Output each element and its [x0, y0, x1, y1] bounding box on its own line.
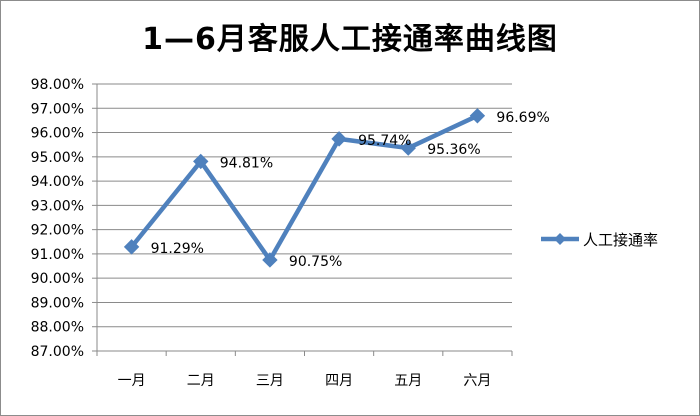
- axes: [92, 83, 513, 356]
- data-label: 94.81%: [220, 155, 273, 171]
- y-tick-label: 98.00%: [31, 77, 84, 93]
- series-line: [123, 108, 486, 268]
- y-tick-label: 93.00%: [31, 198, 84, 214]
- x-tick-label: 一月: [118, 373, 146, 389]
- data-point-marker: [331, 131, 347, 147]
- series-line-path: [129, 113, 480, 263]
- data-point-marker: [400, 140, 416, 156]
- data-label: 90.75%: [289, 254, 342, 270]
- x-tick-label: 四月: [325, 373, 353, 389]
- legend: 人工接通率: [541, 231, 658, 249]
- data-point-marker: [193, 153, 209, 170]
- y-tick-label: 89.00%: [31, 295, 84, 311]
- y-tick-label: 97.00%: [31, 101, 84, 117]
- x-tick-label: 二月: [187, 373, 215, 389]
- data-label: 95.36%: [427, 142, 480, 158]
- x-tick-label: 五月: [394, 373, 422, 389]
- data-point-marker: [469, 108, 486, 124]
- chart-title: 1—6月客服人工接通率曲线图: [142, 22, 558, 57]
- x-tick-label: 三月: [256, 373, 284, 389]
- y-tick-label: 90.00%: [31, 271, 84, 287]
- legend-label: 人工接通率: [583, 231, 658, 249]
- x-tick-label: 六月: [463, 373, 491, 389]
- data-labels: 91.29% 94.81% 90.75% 95.74% 95.36% 96.69%: [151, 110, 550, 270]
- data-point-marker: [123, 239, 140, 255]
- y-tick-label: 94.00%: [31, 174, 84, 190]
- legend-marker-swatch: [554, 233, 566, 245]
- y-tick-label: 96.00%: [31, 126, 84, 142]
- gridlines: [97, 83, 512, 328]
- y-tick-label: 87.00%: [31, 344, 84, 360]
- data-label: 91.29%: [151, 241, 204, 257]
- y-tick-label: 95.00%: [31, 150, 84, 166]
- data-point-marker: [262, 252, 278, 268]
- y-tick-label: 92.00%: [31, 223, 84, 239]
- data-label: 95.74%: [358, 133, 411, 149]
- y-tick-label: 88.00%: [31, 320, 84, 336]
- y-tick-label: 91.00%: [31, 247, 84, 263]
- data-label: 96.69%: [496, 110, 549, 126]
- x-tick-labels: 一月 二月 三月 四月 五月 六月: [118, 373, 492, 389]
- y-tick-labels: 98.00% 97.00% 96.00% 95.00% 94.00% 93.00% 92.0…: [31, 77, 84, 360]
